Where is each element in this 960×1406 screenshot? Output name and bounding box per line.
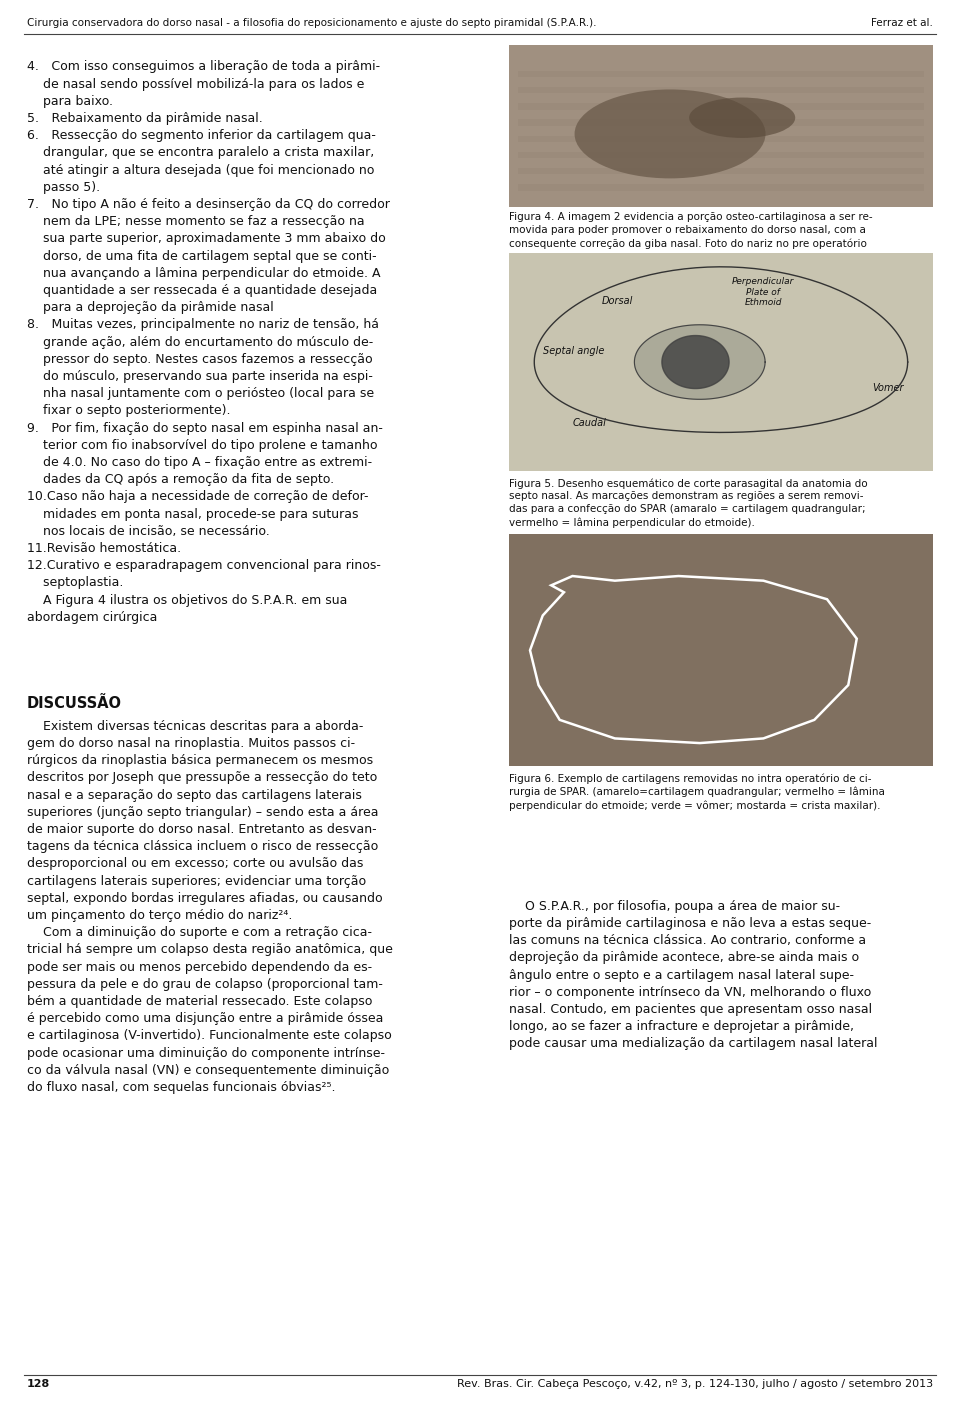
- Text: DISCUSSÃO: DISCUSSÃO: [27, 696, 122, 711]
- Bar: [509, 45, 933, 207]
- Text: Existem diversas técnicas descritas para a aborda-
gem do dorso nasal na rinopla: Existem diversas técnicas descritas para…: [27, 720, 393, 1094]
- Ellipse shape: [575, 90, 765, 179]
- Ellipse shape: [689, 97, 795, 138]
- Text: Figura 6. Exemplo de cartilagens removidas no intra operatório de ci-
rurgia de : Figura 6. Exemplo de cartilagens removid…: [509, 773, 885, 811]
- Polygon shape: [661, 336, 729, 388]
- Text: Figura 4. A imagem 2 evidencia a porção osteo-cartilaginosa a ser re-
movida par: Figura 4. A imagem 2 evidencia a porção …: [509, 212, 873, 249]
- Text: Caudal: Caudal: [572, 418, 607, 427]
- Bar: [518, 70, 924, 77]
- Text: 128: 128: [27, 1379, 50, 1389]
- Bar: [518, 87, 924, 93]
- Bar: [518, 135, 924, 142]
- Text: Septal angle: Septal angle: [542, 346, 604, 356]
- Text: Rev. Bras. Cir. Cabeça Pescoço, v.42, nº 3, p. 124-130, julho / agosto / setembr: Rev. Bras. Cir. Cabeça Pescoço, v.42, nº…: [457, 1379, 933, 1389]
- Bar: [518, 184, 924, 191]
- Text: Cirurgia conservadora do dorso nasal - a filosofia do reposicionamento e ajuste : Cirurgia conservadora do dorso nasal - a…: [27, 18, 596, 28]
- Bar: [518, 167, 924, 174]
- Text: 4. Com isso conseguimos a liberação de toda a pirâmi-
    de nasal sendo possíve: 4. Com isso conseguimos a liberação de t…: [27, 60, 390, 624]
- Text: Vomer: Vomer: [872, 384, 903, 394]
- Bar: [518, 103, 924, 110]
- Polygon shape: [635, 325, 765, 399]
- Bar: [509, 534, 933, 766]
- Text: Figura 5. Desenho esquemático de corte parasagital da anatomia do
septo nasal. A: Figura 5. Desenho esquemático de corte p…: [509, 478, 868, 527]
- Bar: [509, 253, 933, 471]
- Bar: [518, 120, 924, 125]
- Text: Ferraz et al.: Ferraz et al.: [872, 18, 933, 28]
- Bar: [518, 152, 924, 157]
- Text: O S.P.A.R., por filosofia, poupa a área de maior su-
porte da pirâmide cartilagi: O S.P.A.R., por filosofia, poupa a área …: [509, 900, 877, 1050]
- Text: Perpendicular
Plate of
Ethmoid: Perpendicular Plate of Ethmoid: [732, 277, 795, 307]
- Text: Dorsal: Dorsal: [602, 297, 634, 307]
